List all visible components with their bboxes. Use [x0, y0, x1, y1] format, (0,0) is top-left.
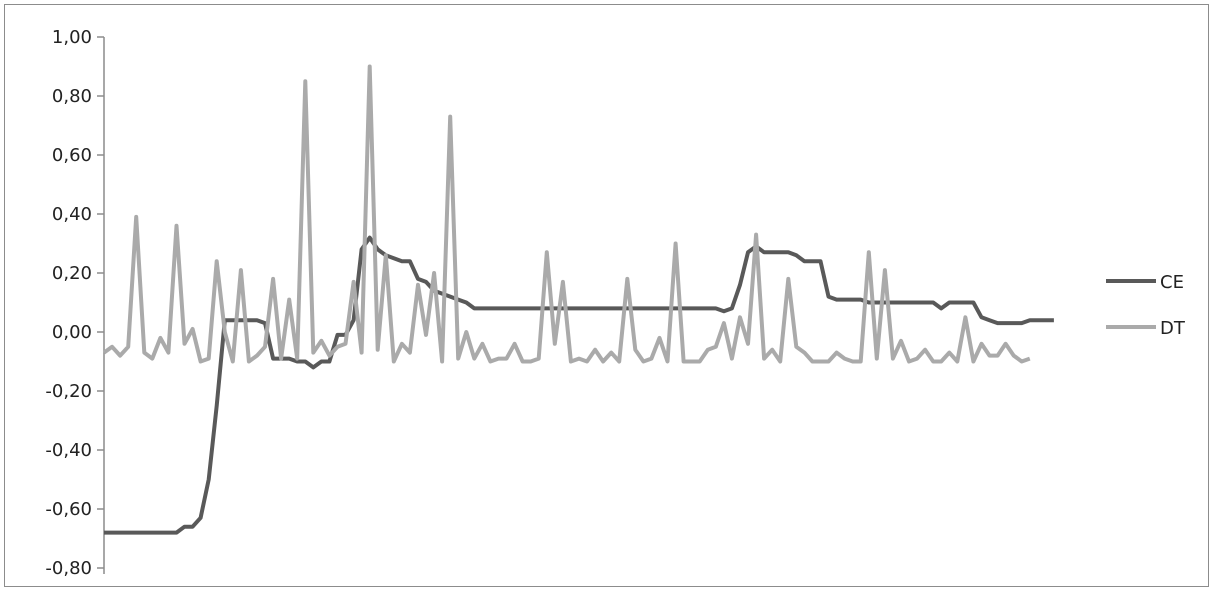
- y-tick-label: 1,00: [52, 27, 92, 48]
- series-line-ce: [104, 235, 1054, 535]
- y-tick-label: -0,20: [45, 381, 92, 402]
- legend-label-dt: DT: [1160, 318, 1186, 339]
- y-tick-label: 0,60: [52, 145, 92, 166]
- y-tick-label: 0,20: [52, 263, 92, 284]
- y-tick-label: -0,80: [45, 558, 92, 579]
- y-tick-label: 0,80: [52, 86, 92, 107]
- series-lines: [102, 64, 1054, 535]
- y-tick-label: -0,60: [45, 499, 92, 520]
- y-tick-label: -0,40: [45, 440, 92, 461]
- legend: CE DT: [1106, 272, 1186, 339]
- series-line-dt: [102, 64, 1031, 364]
- y-tick-label: 0,00: [52, 322, 92, 343]
- y-axis-ticks: 1,00 0,80 0,60 0,40 0,20 0,00 -0,20 -0,40 -0,60 -…: [45, 27, 104, 579]
- y-tick-label: 0,40: [52, 204, 92, 225]
- legend-label-ce: CE: [1160, 272, 1184, 293]
